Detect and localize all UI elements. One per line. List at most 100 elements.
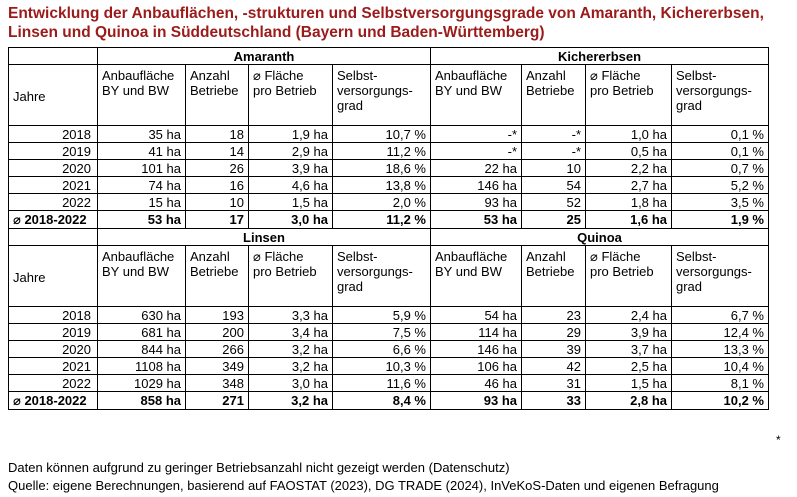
avg-area-header: ⌀ Fläche pro Betrieb	[585, 64, 672, 126]
farms-header: Anzahl Betriebe	[185, 245, 249, 307]
header-text: ⌀ Fläche	[253, 68, 304, 83]
header-text: BY und BW	[102, 264, 169, 279]
crop-header-row: Amaranth Kichererbsen	[8, 47, 769, 65]
value-cell: 101 ha	[97, 159, 186, 177]
value-cell: 13,3 %	[671, 340, 769, 358]
farms-header: Anzahl Betriebe	[185, 64, 249, 126]
avg-area-header: ⌀ Fläche pro Betrieb	[248, 245, 333, 307]
average-label: ⌀ 2018-2022	[8, 210, 98, 229]
average-row: ⌀ 2018-2022 53 ha 17 3,0 ha 11,2 % 53 ha 25 1,6…	[8, 210, 769, 229]
value-cell: 0,1 %	[671, 142, 769, 160]
header-text: ⌀ Fläche	[253, 249, 304, 264]
header-text: Selbst-	[337, 68, 378, 83]
value-cell: 681 ha	[97, 323, 186, 341]
table-body: Amaranth Kichererbsen Jahre Anbaufläche BY u…	[8, 47, 769, 410]
area-header: Anbaufläche BY und BW	[430, 64, 522, 126]
header-text: versorgungs-	[676, 83, 752, 98]
crop-name: Amaranth	[97, 47, 431, 65]
table-row: 2020 844 ha 266 3,2 ha 6,6 % 146 ha 39 3,7 ha 13…	[8, 340, 769, 358]
year-cell: 2019	[8, 142, 98, 160]
table-row: 2019 41 ha 14 2,9 ha 11,2 % -* -* 0,5 ha 0,1 %	[8, 142, 769, 160]
header-text: Selbst-	[337, 249, 378, 264]
value-cell: 348	[185, 374, 249, 392]
avg-area-header: ⌀ Fläche pro Betrieb	[248, 64, 333, 126]
value-cell: 31	[521, 374, 586, 392]
average-cell: 3,0 ha	[248, 210, 333, 229]
value-cell: 3,2 ha	[248, 340, 333, 358]
value-cell: 3,9 ha	[248, 159, 333, 177]
table-title: Entwicklung der Anbauflächen, -strukture…	[8, 5, 764, 41]
header-text: grad	[337, 98, 364, 113]
table-row: 2021 1108 ha 349 3,2 ha 10,3 % 106 ha 42 2,5 ha…	[8, 357, 769, 375]
header-text: Anzahl	[526, 249, 566, 264]
value-cell: 41 ha	[97, 142, 186, 160]
value-cell: 18	[185, 125, 249, 143]
value-cell: 2,5 ha	[585, 357, 672, 375]
value-cell: 0,5 ha	[585, 142, 672, 160]
empty-cell	[8, 47, 98, 65]
value-cell: 630 ha	[97, 306, 186, 324]
average-cell: 2,8 ha	[585, 391, 672, 410]
value-cell: 193	[185, 306, 249, 324]
header-text: pro Betrieb	[253, 264, 317, 279]
value-cell: 12,4 %	[671, 323, 769, 341]
header-text: pro Betrieb	[590, 83, 654, 98]
average-cell: 1,9 %	[671, 210, 769, 229]
header-text: Anbaufläche	[435, 249, 508, 264]
value-cell: 35 ha	[97, 125, 186, 143]
value-cell: 5,2 %	[671, 176, 769, 194]
value-cell: 1,5 ha	[585, 374, 672, 392]
value-cell: 106 ha	[430, 357, 522, 375]
average-cell: 3,2 ha	[248, 391, 333, 410]
self-sufficiency-header: Selbst-versorgungs-grad	[332, 64, 431, 126]
average-cell: 1,6 ha	[585, 210, 672, 229]
header-text: BY und BW	[435, 83, 502, 98]
header-text: ⌀ Fläche	[590, 249, 641, 264]
value-cell: 266	[185, 340, 249, 358]
value-cell: 1,9 ha	[248, 125, 333, 143]
value-cell: 22 ha	[430, 159, 522, 177]
header-text: Selbst-	[676, 249, 717, 264]
value-cell: 23	[521, 306, 586, 324]
area-header: Anbaufläche BY und BW	[97, 245, 186, 307]
area-header: Anbaufläche BY und BW	[430, 245, 522, 307]
empty-cell	[8, 228, 98, 246]
crop-header-row: Linsen Quinoa	[8, 228, 769, 246]
farms-header: Anzahl Betriebe	[521, 245, 586, 307]
average-label: ⌀ 2018-2022	[8, 391, 98, 410]
value-cell: 3,0 ha	[248, 374, 333, 392]
value-cell: 114 ha	[430, 323, 522, 341]
header-text: Anzahl	[190, 249, 230, 264]
value-cell: 0,1 %	[671, 125, 769, 143]
value-cell: 74 ha	[97, 176, 186, 194]
value-cell: 1108 ha	[97, 357, 186, 375]
value-cell: 54 ha	[430, 306, 522, 324]
jahre-header: Jahre	[8, 245, 98, 307]
header-text: pro Betrieb	[253, 83, 317, 98]
value-cell: 3,4 ha	[248, 323, 333, 341]
year-cell: 2022	[8, 374, 98, 392]
value-cell: 29	[521, 323, 586, 341]
header-text: Betriebe	[526, 83, 575, 98]
value-cell: 3,7 ha	[585, 340, 672, 358]
year-cell: 2021	[8, 176, 98, 194]
header-text: Selbst-	[676, 68, 717, 83]
year-cell: 2018	[8, 125, 98, 143]
footnote: Daten können aufgrund zu geringer Betrie…	[8, 460, 510, 475]
value-cell: 3,2 ha	[248, 357, 333, 375]
value-cell: 6,6 %	[332, 340, 431, 358]
value-cell: 10,3 %	[332, 357, 431, 375]
header-text: Anzahl	[526, 68, 566, 83]
outside-star: *	[776, 433, 781, 447]
avg-area-header: ⌀ Fläche pro Betrieb	[585, 245, 672, 307]
table-row: 2019 681 ha 200 3,4 ha 7,5 % 114 ha 29 3,9 ha 12…	[8, 323, 769, 341]
value-cell: 3,3 ha	[248, 306, 333, 324]
value-cell: 146 ha	[430, 176, 522, 194]
value-cell: -*	[430, 125, 522, 143]
table-row: 2020 101 ha 26 3,9 ha 18,6 % 22 ha 10 2,2 ha 0,7…	[8, 159, 769, 177]
header-text: Anzahl	[190, 68, 230, 83]
header-text: Anbaufläche	[102, 68, 175, 83]
value-cell: 16	[185, 176, 249, 194]
value-cell: 2,4 ha	[585, 306, 672, 324]
header-text: Anbaufläche	[102, 249, 175, 264]
